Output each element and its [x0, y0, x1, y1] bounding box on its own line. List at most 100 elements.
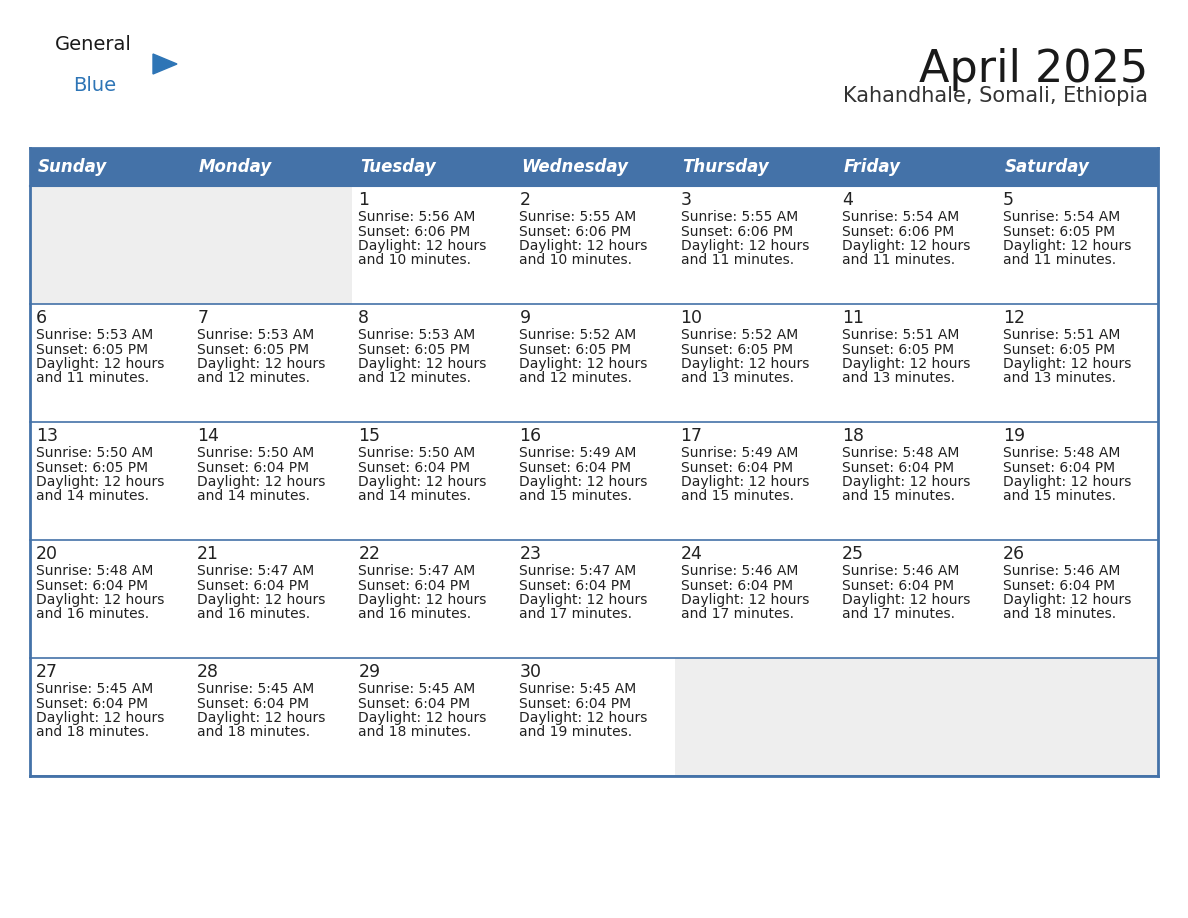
- Text: 15: 15: [359, 427, 380, 445]
- Text: Blue: Blue: [72, 76, 116, 95]
- Text: Daylight: 12 hours: Daylight: 12 hours: [519, 357, 647, 371]
- Text: Daylight: 12 hours: Daylight: 12 hours: [36, 357, 164, 371]
- Text: and 11 minutes.: and 11 minutes.: [36, 372, 150, 386]
- Text: and 17 minutes.: and 17 minutes.: [842, 608, 955, 621]
- Text: 12: 12: [1003, 309, 1025, 327]
- Text: Sunset: 6:06 PM: Sunset: 6:06 PM: [519, 225, 632, 239]
- Text: Sunrise: 5:52 AM: Sunrise: 5:52 AM: [681, 328, 798, 342]
- Text: Daylight: 12 hours: Daylight: 12 hours: [842, 357, 971, 371]
- Text: and 11 minutes.: and 11 minutes.: [681, 253, 794, 267]
- Text: Daylight: 12 hours: Daylight: 12 hours: [36, 475, 164, 489]
- Text: Sunset: 6:06 PM: Sunset: 6:06 PM: [681, 225, 792, 239]
- Text: Daylight: 12 hours: Daylight: 12 hours: [1003, 239, 1131, 253]
- Text: Daylight: 12 hours: Daylight: 12 hours: [36, 593, 164, 607]
- Text: Sunset: 6:05 PM: Sunset: 6:05 PM: [36, 342, 148, 356]
- Text: 24: 24: [681, 545, 702, 563]
- Text: 21: 21: [197, 545, 219, 563]
- Text: 23: 23: [519, 545, 542, 563]
- Text: Sunset: 6:04 PM: Sunset: 6:04 PM: [1003, 461, 1116, 475]
- Text: Sunrise: 5:53 AM: Sunrise: 5:53 AM: [36, 328, 153, 342]
- Text: Sunrise: 5:53 AM: Sunrise: 5:53 AM: [197, 328, 315, 342]
- Text: Sunset: 6:04 PM: Sunset: 6:04 PM: [197, 697, 309, 711]
- Text: and 18 minutes.: and 18 minutes.: [36, 725, 150, 740]
- Bar: [191, 186, 353, 304]
- Text: Daylight: 12 hours: Daylight: 12 hours: [681, 239, 809, 253]
- Text: Sunrise: 5:46 AM: Sunrise: 5:46 AM: [681, 564, 798, 578]
- Bar: [513, 148, 675, 186]
- Text: Sunset: 6:04 PM: Sunset: 6:04 PM: [681, 461, 792, 475]
- Text: and 16 minutes.: and 16 minutes.: [359, 608, 472, 621]
- Text: Sunset: 6:04 PM: Sunset: 6:04 PM: [36, 578, 148, 592]
- Text: Friday: Friday: [843, 158, 901, 176]
- Text: 17: 17: [681, 427, 702, 445]
- Text: Sunset: 6:05 PM: Sunset: 6:05 PM: [1003, 225, 1116, 239]
- Text: Sunset: 6:04 PM: Sunset: 6:04 PM: [359, 697, 470, 711]
- Text: Daylight: 12 hours: Daylight: 12 hours: [681, 357, 809, 371]
- Text: Daylight: 12 hours: Daylight: 12 hours: [197, 711, 326, 725]
- Bar: [30, 148, 191, 186]
- Text: Daylight: 12 hours: Daylight: 12 hours: [359, 357, 487, 371]
- Text: Sunset: 6:04 PM: Sunset: 6:04 PM: [359, 578, 470, 592]
- Text: 9: 9: [519, 309, 531, 327]
- Text: and 13 minutes.: and 13 minutes.: [681, 372, 794, 386]
- Text: Sunrise: 5:48 AM: Sunrise: 5:48 AM: [1003, 446, 1120, 460]
- Text: 8: 8: [359, 309, 369, 327]
- Text: and 14 minutes.: and 14 minutes.: [359, 489, 472, 503]
- Text: Sunset: 6:04 PM: Sunset: 6:04 PM: [359, 461, 470, 475]
- Polygon shape: [153, 54, 177, 74]
- Bar: [30, 422, 1158, 540]
- Text: and 15 minutes.: and 15 minutes.: [519, 489, 632, 503]
- Text: Daylight: 12 hours: Daylight: 12 hours: [197, 593, 326, 607]
- Text: 3: 3: [681, 191, 691, 209]
- Text: Sunset: 6:06 PM: Sunset: 6:06 PM: [842, 225, 954, 239]
- Text: Sunset: 6:04 PM: Sunset: 6:04 PM: [36, 697, 148, 711]
- Text: Monday: Monday: [200, 158, 272, 176]
- Text: Tuesday: Tuesday: [360, 158, 436, 176]
- Text: Daylight: 12 hours: Daylight: 12 hours: [1003, 593, 1131, 607]
- Text: 27: 27: [36, 663, 58, 681]
- Text: Daylight: 12 hours: Daylight: 12 hours: [359, 711, 487, 725]
- Text: and 12 minutes.: and 12 minutes.: [519, 372, 632, 386]
- Text: Daylight: 12 hours: Daylight: 12 hours: [36, 711, 164, 725]
- Bar: [30, 304, 1158, 422]
- Text: Kahandhale, Somali, Ethiopia: Kahandhale, Somali, Ethiopia: [843, 86, 1148, 106]
- Text: Sunset: 6:04 PM: Sunset: 6:04 PM: [842, 461, 954, 475]
- Text: Daylight: 12 hours: Daylight: 12 hours: [519, 593, 647, 607]
- Text: 22: 22: [359, 545, 380, 563]
- Text: Sunrise: 5:46 AM: Sunrise: 5:46 AM: [842, 564, 959, 578]
- Text: Sunrise: 5:47 AM: Sunrise: 5:47 AM: [197, 564, 315, 578]
- Text: Sunset: 6:05 PM: Sunset: 6:05 PM: [197, 342, 309, 356]
- Text: and 10 minutes.: and 10 minutes.: [519, 253, 632, 267]
- Text: 5: 5: [1003, 191, 1013, 209]
- Text: 18: 18: [842, 427, 864, 445]
- Bar: [997, 148, 1158, 186]
- Text: Sunset: 6:04 PM: Sunset: 6:04 PM: [681, 578, 792, 592]
- Text: and 18 minutes.: and 18 minutes.: [197, 725, 310, 740]
- Text: and 17 minutes.: and 17 minutes.: [519, 608, 632, 621]
- Bar: [30, 540, 1158, 658]
- Text: and 13 minutes.: and 13 minutes.: [1003, 372, 1116, 386]
- Text: Sunset: 6:04 PM: Sunset: 6:04 PM: [519, 578, 632, 592]
- Text: and 10 minutes.: and 10 minutes.: [359, 253, 472, 267]
- Text: 25: 25: [842, 545, 864, 563]
- Text: Sunset: 6:05 PM: Sunset: 6:05 PM: [519, 342, 632, 356]
- Text: Daylight: 12 hours: Daylight: 12 hours: [842, 593, 971, 607]
- Text: 19: 19: [1003, 427, 1025, 445]
- Text: Daylight: 12 hours: Daylight: 12 hours: [197, 357, 326, 371]
- Text: and 12 minutes.: and 12 minutes.: [359, 372, 472, 386]
- Text: Thursday: Thursday: [683, 158, 770, 176]
- Text: and 19 minutes.: and 19 minutes.: [519, 725, 632, 740]
- Text: 26: 26: [1003, 545, 1025, 563]
- Text: Sunday: Sunday: [38, 158, 107, 176]
- Text: Sunset: 6:05 PM: Sunset: 6:05 PM: [842, 342, 954, 356]
- Text: Sunset: 6:04 PM: Sunset: 6:04 PM: [519, 697, 632, 711]
- Bar: [353, 148, 513, 186]
- Text: 20: 20: [36, 545, 58, 563]
- Text: Sunrise: 5:50 AM: Sunrise: 5:50 AM: [197, 446, 315, 460]
- Text: Sunrise: 5:54 AM: Sunrise: 5:54 AM: [1003, 210, 1120, 224]
- Text: Wednesday: Wednesday: [522, 158, 628, 176]
- Text: Sunset: 6:06 PM: Sunset: 6:06 PM: [359, 225, 470, 239]
- Text: 30: 30: [519, 663, 542, 681]
- Text: Daylight: 12 hours: Daylight: 12 hours: [1003, 357, 1131, 371]
- Text: Daylight: 12 hours: Daylight: 12 hours: [359, 475, 487, 489]
